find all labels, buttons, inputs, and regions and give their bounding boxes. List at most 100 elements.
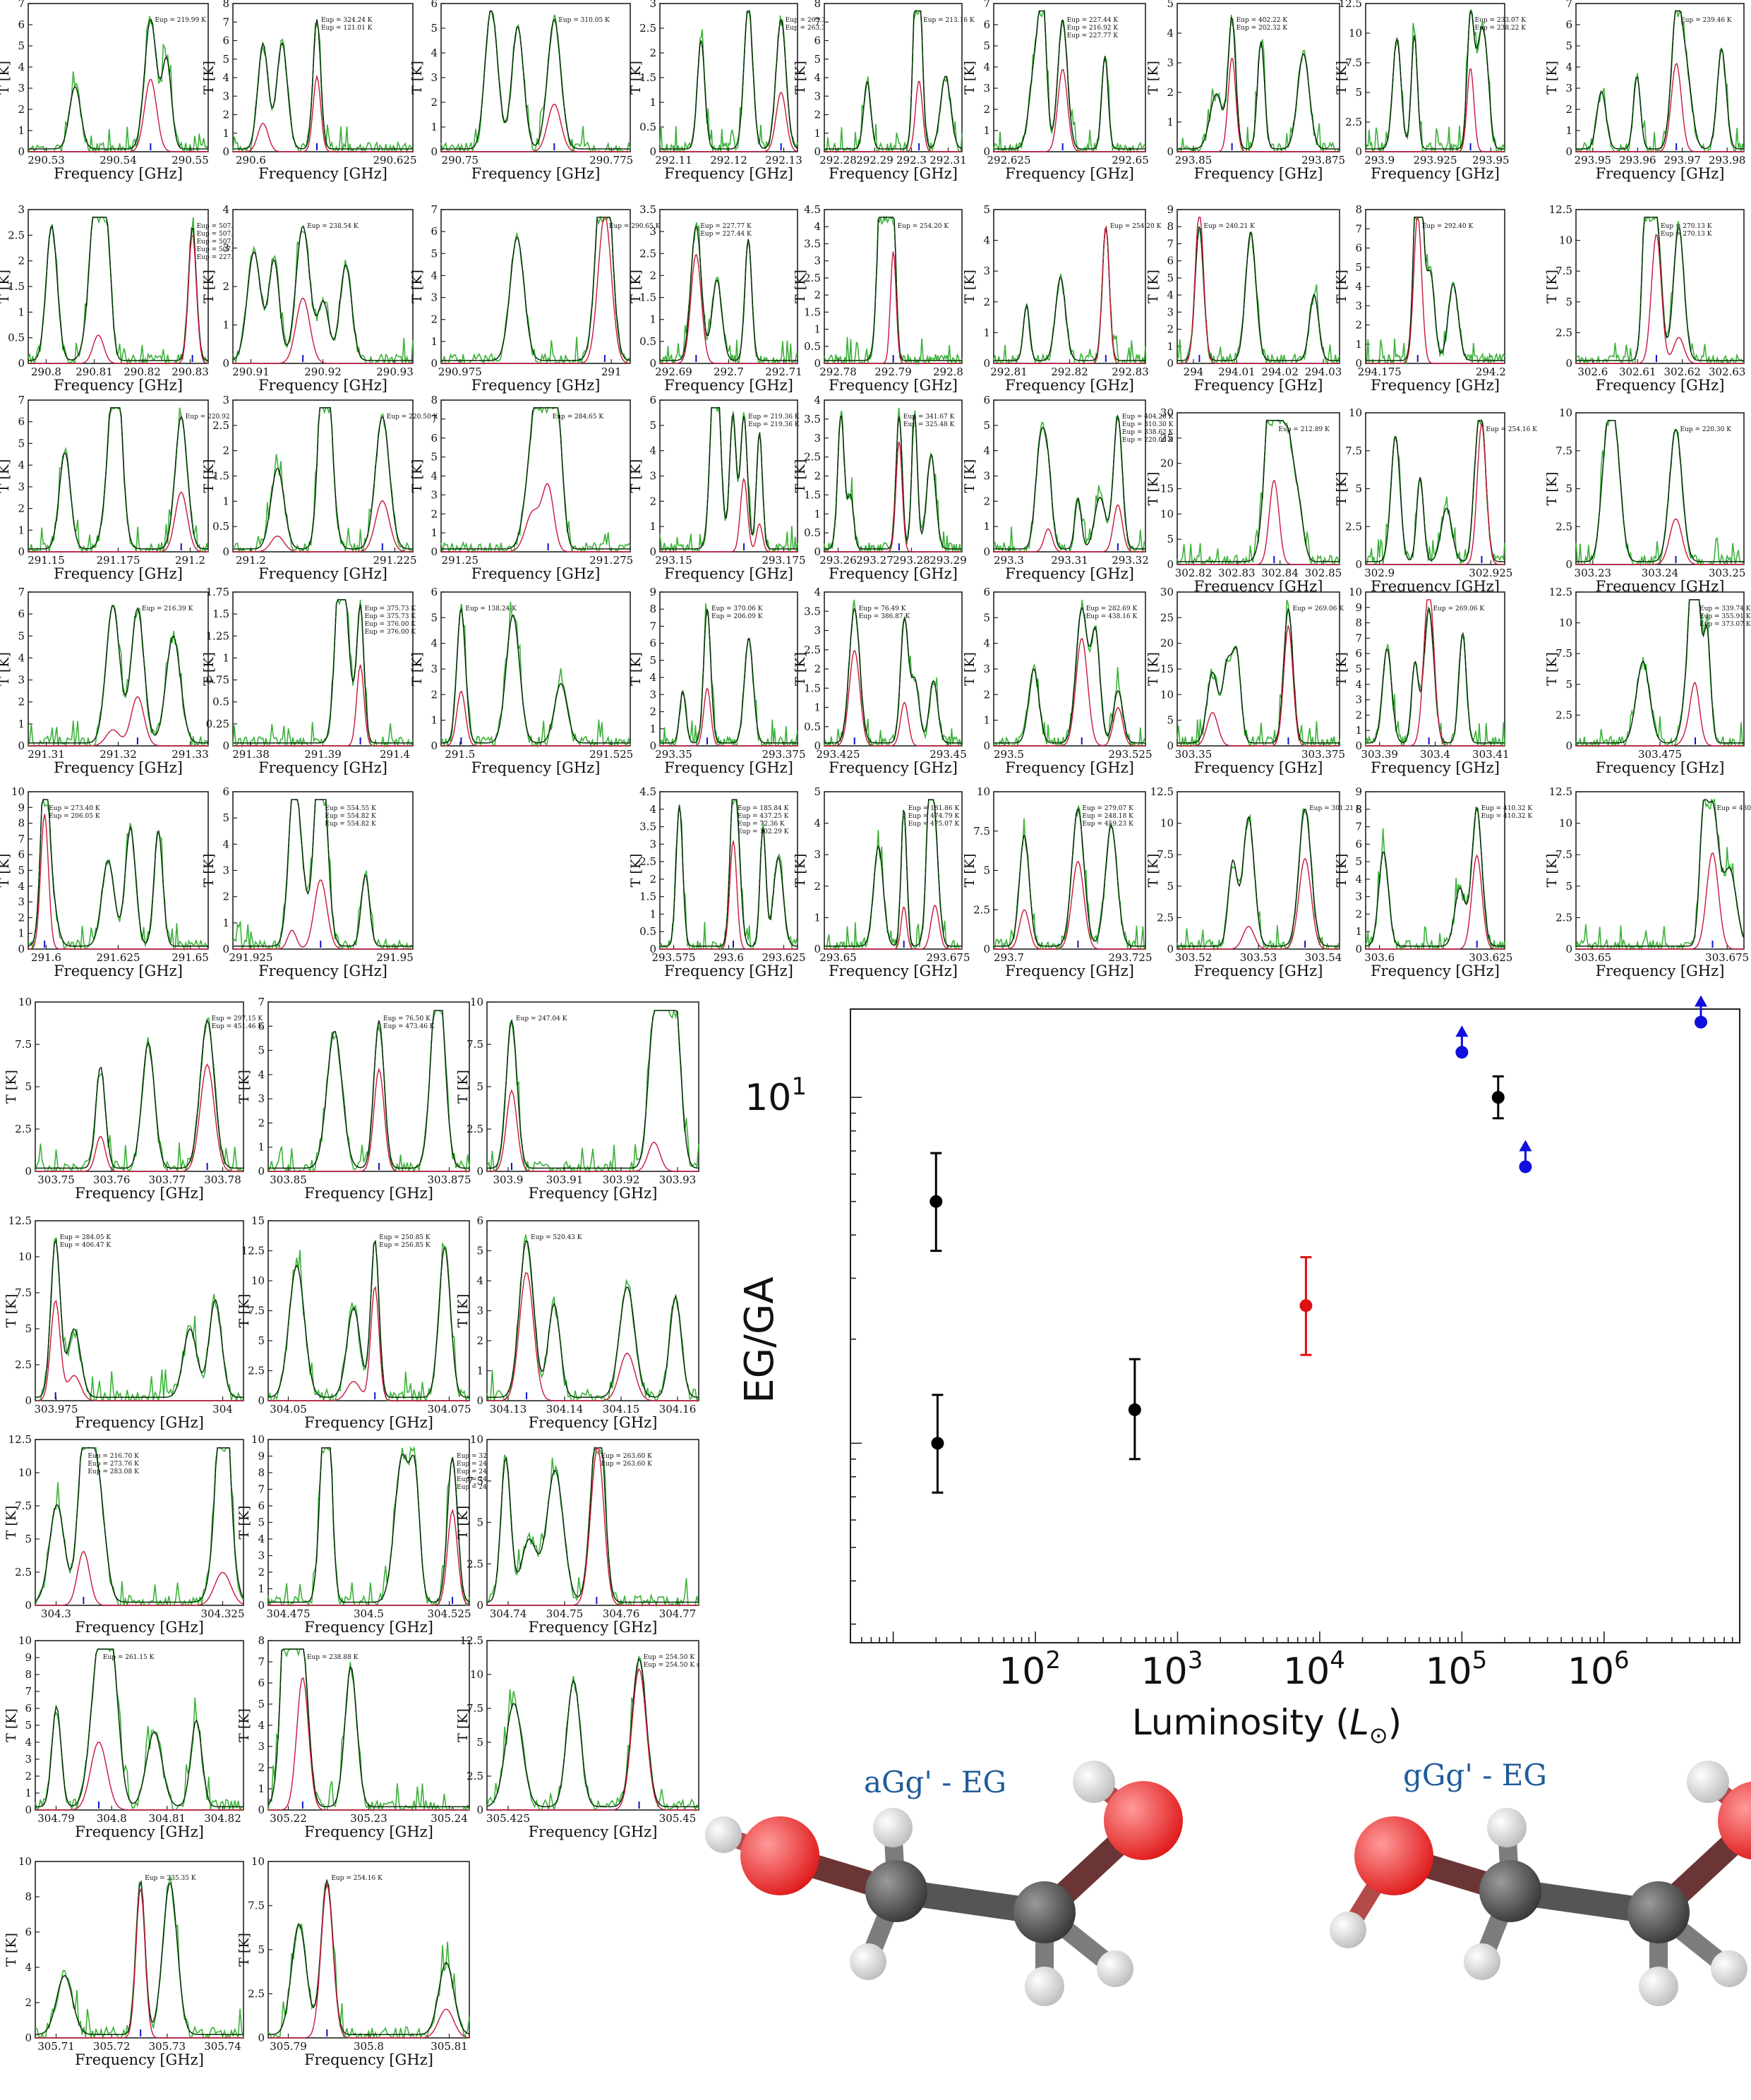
eup-label: Eup = 284.05 K [60,1234,112,1241]
y-tick-label: 10 [1160,507,1174,520]
y-tick-label: 10 [1559,617,1572,629]
x-tick-label: 293.97 [1663,154,1701,167]
y-tick-label: 3 [983,82,990,95]
y-tick-label: 1 [25,1787,32,1799]
eup-label: Eup = 227.44 K [1067,17,1119,24]
y-axis-label: T [K] [4,1933,19,1967]
y-tick-label: 4 [222,838,229,850]
oxygen-atom [740,1816,819,1895]
eup-label: Eup = 270.13 K [1661,231,1712,238]
data-point [1128,1403,1141,1416]
y-tick-label: 4 [814,394,821,406]
eup-label: Eup = 213.16 K [923,17,975,24]
y-axis-label: T [K] [236,1070,252,1104]
x-tick-label: 304.475 [266,1607,310,1620]
x-tick-label: 290.55 [172,154,209,167]
eup-label: Eup = 273.40 K [49,805,100,812]
y-axis-label: T [K] [793,61,808,95]
hydrogen-atom [873,1808,913,1847]
x-axis-label: Frequency [GHz] [1005,565,1134,582]
x-tick-label: 290.81 [76,366,113,378]
y-tick-label: 0 [222,145,229,158]
scatter-frame [850,1008,1740,1643]
x-tick-label: 293.525 [1108,748,1152,761]
panel-frame [1575,209,1745,364]
eup-label: Eup = 248.18 K [1082,813,1133,820]
y-tick-label: 5 [258,1044,265,1057]
y-tick-label: 5 [476,1080,483,1093]
x-tick-label: 293.95 [1575,154,1612,167]
y-tick-label: 7 [18,0,25,10]
spectrum-panel: 0 2.5 5 7.5 10 304.74 304.75 304.76 304.77Freque… [455,1433,699,1636]
x-tick-label: 304.15 [603,1403,640,1416]
x-tick-label: 304.74 [490,1607,527,1620]
y-tick-label: 20 [1160,457,1174,470]
y-tick-label: 5 [1565,296,1572,308]
x-tick-label: 303.53 [1240,951,1277,964]
lower-limit-arrow [1455,1025,1469,1037]
fit-dashed-spectrum [994,10,1145,150]
eup-label: Eup = 474.79 K [908,813,960,820]
y-axis-label: T [K] [793,854,808,888]
y-tick-label: 5 [18,864,25,877]
y-tick-label: 1 [1565,124,1572,137]
y-axis-label: T [K] [455,1506,471,1540]
eup-label: Eup = 238.88 K [307,1654,359,1661]
y-tick-label: 1 [1167,340,1174,353]
x-tick-label: 304 [212,1403,233,1416]
panel-frame [993,791,1146,950]
y-axis-label: T [K] [1544,472,1560,506]
x-tick-label: 304.325 [200,1607,244,1620]
eup-label: Eup = 263.60 K [601,1461,652,1468]
y-tick-label: 5 [1565,678,1572,691]
x-tick-label: 305.71 [37,2040,75,2053]
y-axis-label: T [K] [1145,61,1161,95]
eup-label: Eup = 76.50 K [383,1015,431,1022]
y-tick-label: 6 [1355,242,1362,255]
panel-frame [232,591,414,747]
x-tick-label: 305.8 [354,2040,384,2053]
y-axis-label: T [K] [793,270,808,303]
x-tick-label: 293.675 [926,951,970,964]
fit-dashed-spectrum [233,799,413,947]
x-tick-label: 291.925 [229,951,272,964]
eg-model-spectrum [487,1447,699,1606]
x-tick-label: 291.2 [175,554,205,567]
y-tick-label: 7 [18,394,25,406]
oxygen-atom [1718,1781,1751,1860]
y-tick-label: 7.5 [973,825,990,838]
y-tick-label: 1.5 [212,470,229,483]
eup-label: Eup = 451.46 K [212,1023,263,1030]
observed-spectrum [267,1883,470,2040]
y-axis-label: T [K] [4,1708,19,1742]
y-tick-label: 0.5 [212,696,229,708]
eup-label: Eup = 219.36 K [748,414,800,421]
y-tick-label: 0 [649,145,656,158]
y-tick-label: 2 [649,269,656,282]
x-tick-label: 304.82 [204,1812,241,1825]
eg-model-spectrum [441,217,631,364]
x-axis-label: Frequency [GHz] [471,377,601,394]
y-tick-label: 3 [1565,82,1572,95]
y-tick-label: 4 [18,651,25,664]
y-tick-label: 0 [1355,740,1362,752]
y-tick-label: 5 [1355,855,1362,868]
y-tick-label: 0 [1565,145,1572,158]
x-tick-label: 291.6 [31,951,61,964]
y-tick-label: 0 [1167,740,1174,752]
y-tick-label: 12.5 [460,1634,483,1647]
y-tick-label: 4.5 [804,203,821,216]
eup-label: Eup = 325.48 K [903,421,955,428]
y-tick-label: 6 [431,586,438,598]
total-model-spectrum [441,407,630,550]
y-tick-label: 6 [649,394,656,406]
eup-label: Eup = 219.99 K [155,17,206,24]
x-axis-label: Frequency [GHz] [54,962,183,979]
y-tick-label: 10 [1559,817,1572,830]
y-tick-label: 1 [258,1583,265,1595]
eup-label: Eup = 247.04 K [516,1015,567,1022]
eup-label: Eup = 248.01 K [457,1484,508,1491]
x-tick-label: 291.2 [236,554,266,567]
fit-dashed-spectrum [994,606,1145,744]
